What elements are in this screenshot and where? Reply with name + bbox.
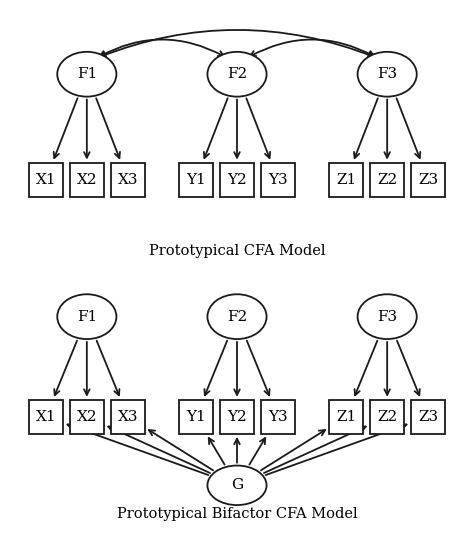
Text: G: G: [231, 478, 243, 492]
Text: Z1: Z1: [336, 410, 356, 424]
Text: X1: X1: [36, 410, 56, 424]
Ellipse shape: [208, 52, 266, 97]
Bar: [261, 163, 295, 197]
Ellipse shape: [357, 294, 417, 339]
Text: X2: X2: [76, 410, 97, 424]
Text: Y3: Y3: [268, 410, 288, 424]
Bar: [261, 400, 295, 434]
Text: Y1: Y1: [186, 172, 206, 187]
Text: X2: X2: [76, 172, 97, 187]
Text: Z2: Z2: [377, 410, 397, 424]
Text: F3: F3: [377, 310, 397, 324]
Bar: [111, 400, 145, 434]
Bar: [70, 163, 104, 197]
Bar: [329, 163, 363, 197]
Bar: [220, 400, 254, 434]
Text: Z2: Z2: [377, 172, 397, 187]
Ellipse shape: [208, 466, 266, 505]
Text: Y2: Y2: [227, 410, 247, 424]
Text: Z3: Z3: [418, 172, 438, 187]
Text: X3: X3: [118, 172, 138, 187]
Bar: [370, 400, 404, 434]
Text: Y1: Y1: [186, 410, 206, 424]
Text: F2: F2: [227, 310, 247, 324]
Text: F3: F3: [377, 67, 397, 81]
Bar: [29, 400, 63, 434]
Text: F2: F2: [227, 67, 247, 81]
Ellipse shape: [57, 52, 117, 97]
Bar: [70, 400, 104, 434]
Text: F1: F1: [77, 310, 97, 324]
Text: Y3: Y3: [268, 172, 288, 187]
Bar: [370, 163, 404, 197]
Bar: [329, 400, 363, 434]
Text: F1: F1: [77, 67, 97, 81]
Text: Prototypical CFA Model: Prototypical CFA Model: [149, 244, 325, 258]
Bar: [111, 163, 145, 197]
Text: X1: X1: [36, 172, 56, 187]
Ellipse shape: [208, 294, 266, 339]
Bar: [29, 163, 63, 197]
Text: X3: X3: [118, 410, 138, 424]
Bar: [179, 163, 213, 197]
Bar: [179, 400, 213, 434]
Ellipse shape: [357, 52, 417, 97]
Text: Z1: Z1: [336, 172, 356, 187]
Ellipse shape: [57, 294, 117, 339]
Text: Y2: Y2: [227, 172, 247, 187]
Text: Prototypical Bifactor CFA Model: Prototypical Bifactor CFA Model: [117, 507, 357, 522]
Bar: [411, 400, 445, 434]
Bar: [411, 163, 445, 197]
Text: Z3: Z3: [418, 410, 438, 424]
Bar: [220, 163, 254, 197]
